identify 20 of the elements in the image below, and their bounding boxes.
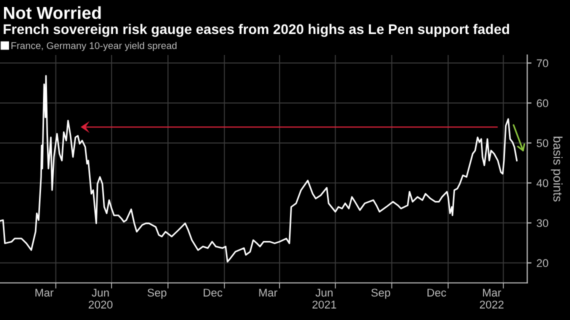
x-tick-label: Sep	[371, 288, 390, 299]
x-tick-label: Mar	[259, 288, 278, 297]
line-series	[0, 75, 518, 262]
x-tick-label: Jun 2020	[88, 288, 112, 309]
x-tick-label: Sep	[148, 288, 166, 299]
x-tick-label: Jun 2021	[312, 288, 336, 309]
x-tick-label: Dec	[204, 288, 222, 297]
chart-title: Not Worried	[4, 6, 101, 20]
y-tick-label: 20	[536, 259, 548, 268]
y-tick-label: 70	[536, 59, 548, 68]
y-tick-label: 50	[536, 139, 548, 148]
x-tick-label: Dec	[428, 288, 446, 297]
y-axis-title: basis points	[550, 136, 563, 202]
chart-subtitle: French sovereign risk gauge eases from 2020 highs as Le Pen support faded	[4, 24, 510, 37]
x-tick-label: Mar 2022	[480, 288, 504, 309]
y-tick-label: 40	[536, 179, 548, 188]
y-tick-label: 60	[536, 99, 548, 108]
y-tick-label: 30	[536, 219, 548, 228]
legend-label: France, Germany 10-year yield spread	[11, 42, 176, 52]
x-tick-label: Mar	[35, 288, 54, 297]
